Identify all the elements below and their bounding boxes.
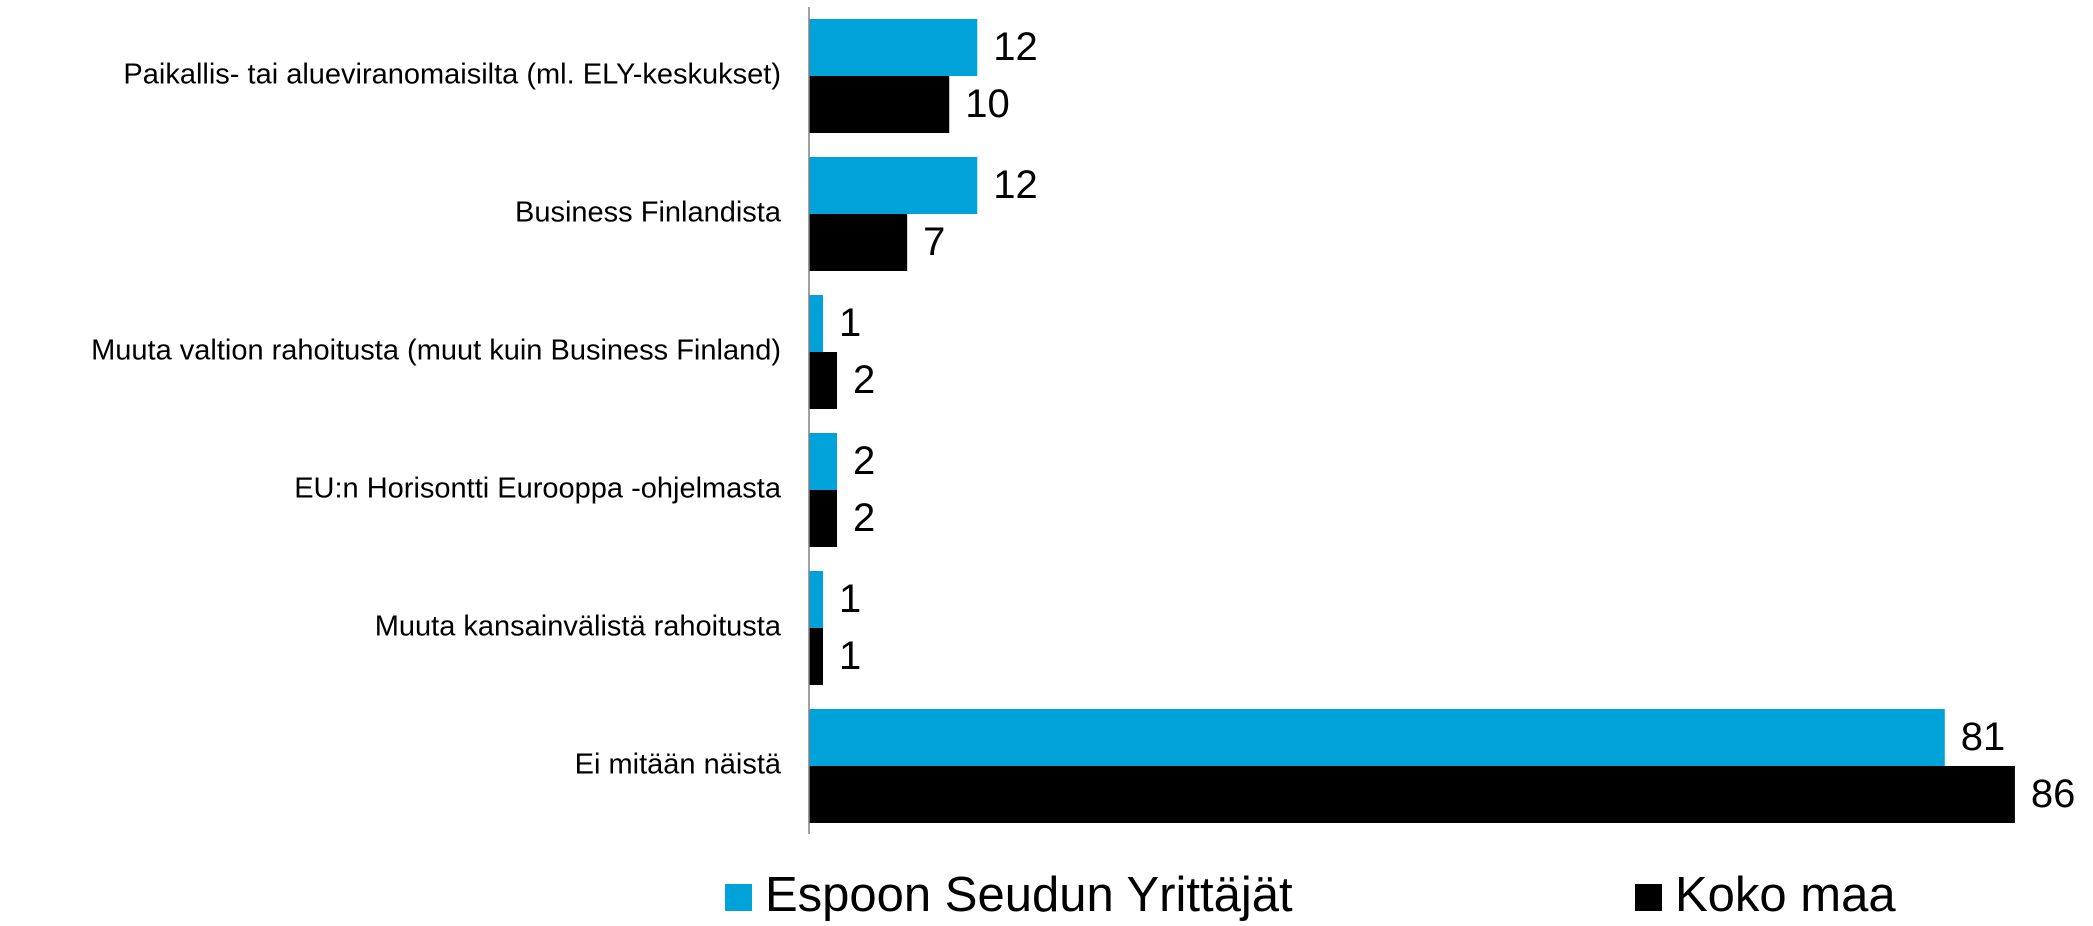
value-label: 12 bbox=[993, 163, 1037, 207]
value-label: 2 bbox=[853, 439, 875, 483]
bar bbox=[809, 490, 838, 547]
legend-label: Koko maa bbox=[1675, 868, 1896, 922]
value-label: 7 bbox=[923, 220, 945, 264]
value-label: 10 bbox=[965, 82, 1010, 126]
bar bbox=[809, 628, 824, 685]
value-label: 2 bbox=[853, 496, 875, 540]
category-label: EU:n Horisontti Eurooppa -ohjelmasta bbox=[294, 473, 782, 505]
value-label: 1 bbox=[839, 301, 861, 345]
bar bbox=[809, 766, 2015, 823]
category-label: Muuta kansainvälistä rahoitusta bbox=[375, 611, 782, 643]
bar bbox=[809, 19, 978, 76]
value-label: 1 bbox=[839, 634, 861, 678]
legend-swatch bbox=[1635, 884, 1662, 911]
bar bbox=[809, 571, 824, 628]
bar bbox=[809, 157, 978, 214]
value-label: 86 bbox=[2031, 772, 2076, 816]
bar bbox=[809, 433, 838, 490]
value-label: 2 bbox=[853, 358, 875, 402]
category-label: Paikallis- tai alueviranomaisilta (ml. E… bbox=[123, 59, 781, 91]
bar bbox=[809, 214, 908, 271]
category-label: Business Finlandista bbox=[515, 197, 782, 229]
legend-label: Espoon Seudun Yrittäjät bbox=[765, 868, 1293, 922]
value-label: 12 bbox=[993, 25, 1037, 69]
bar bbox=[809, 295, 824, 352]
legend-swatch bbox=[725, 884, 752, 911]
category-label: Muuta valtion rahoitusta (muut kuin Busi… bbox=[91, 335, 781, 367]
category-label: Ei mitään näistä bbox=[575, 749, 782, 781]
bar bbox=[809, 352, 838, 409]
bar bbox=[809, 76, 950, 133]
value-label: 1 bbox=[839, 577, 861, 621]
bar bbox=[809, 709, 1945, 766]
value-label: 81 bbox=[1961, 715, 2006, 759]
